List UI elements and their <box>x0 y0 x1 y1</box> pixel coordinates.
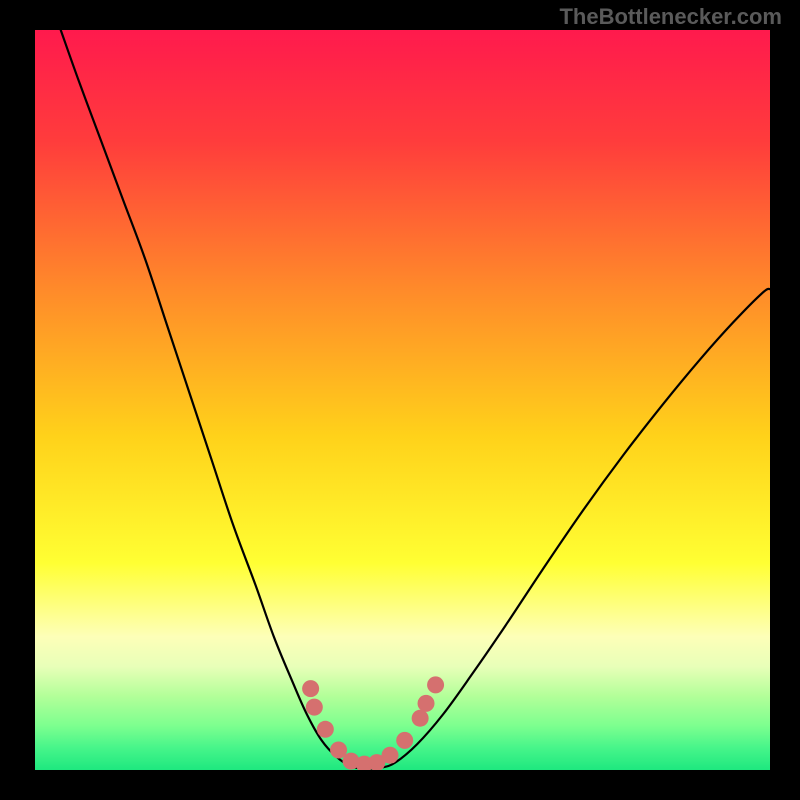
data-point <box>302 680 319 697</box>
watermark-text: TheBottlenecker.com <box>559 4 782 30</box>
data-point <box>412 710 429 727</box>
plot-area <box>35 30 770 770</box>
data-point <box>396 732 413 749</box>
bottleneck-curve <box>61 30 770 769</box>
data-point <box>306 699 323 716</box>
data-point <box>418 695 435 712</box>
chart-overlay-svg <box>35 30 770 770</box>
data-point <box>317 721 334 738</box>
data-point <box>382 747 399 764</box>
data-point <box>427 676 444 693</box>
